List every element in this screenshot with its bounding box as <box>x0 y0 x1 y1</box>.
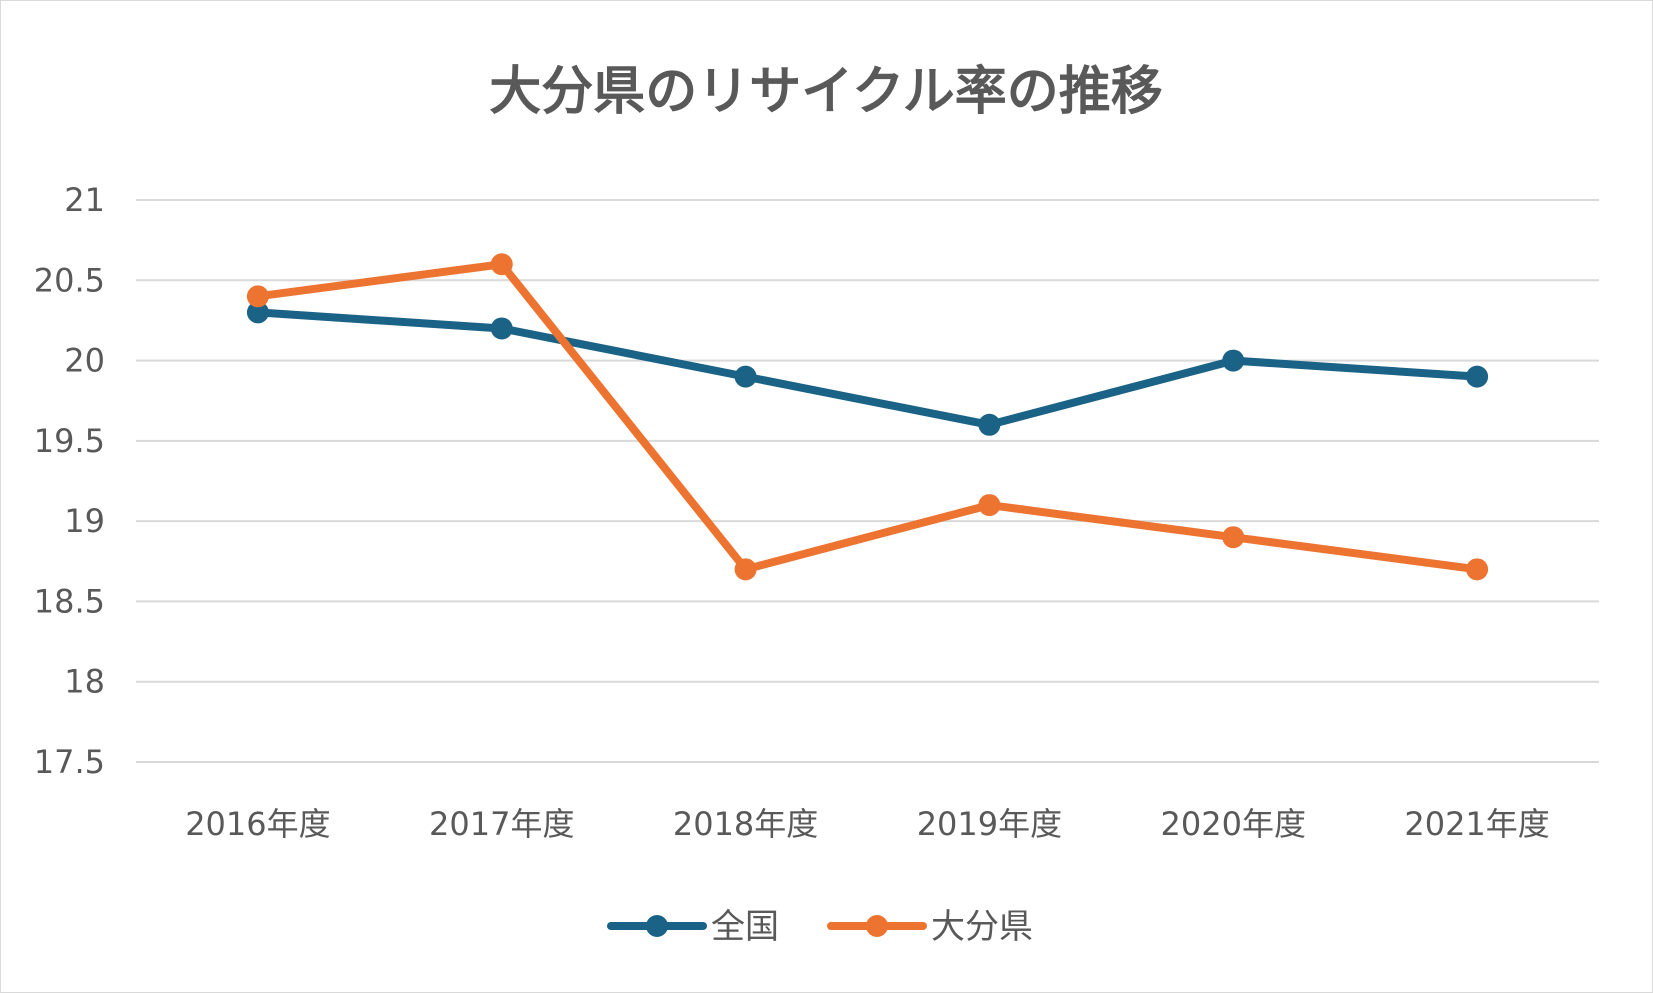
y-tick-label: 17.5 <box>34 743 105 781</box>
chart-title: 大分県のリサイクル率の推移 <box>489 62 1162 122</box>
x-tick-label: 2019年度 <box>917 805 1062 843</box>
x-tick-label: 2018年度 <box>673 805 818 843</box>
x-axis-ticks: 2016年度 2017年度 2018年度 2019年度 2020年度 2021年度 <box>185 805 1550 843</box>
data-point <box>734 558 757 581</box>
y-tick-label: 18.5 <box>34 582 105 620</box>
y-tick-label: 21 <box>64 181 105 219</box>
data-point <box>246 285 269 308</box>
data-point <box>490 253 513 276</box>
data-point <box>978 413 1001 436</box>
x-tick-label: 2017年度 <box>429 805 574 843</box>
legend-label: 全国 <box>711 907 779 947</box>
series-line <box>253 260 1482 574</box>
x-tick-label: 2021年度 <box>1404 805 1549 843</box>
y-tick-label: 18 <box>64 663 105 701</box>
x-tick-label: 2016年度 <box>185 805 330 843</box>
legend: 全国 大分県 <box>607 907 1033 947</box>
series-2 <box>246 253 1489 581</box>
data-point <box>1466 365 1489 388</box>
legend-item: 大分県 <box>827 907 1033 947</box>
legend-marker-icon <box>646 915 668 937</box>
legend-marker-icon <box>866 915 888 937</box>
y-tick-label: 19.5 <box>34 422 105 460</box>
data-point <box>1222 526 1245 549</box>
y-axis-ticks: 17.5 18 18.5 19 19.5 20 20.5 21 <box>34 181 105 781</box>
x-tick-label: 2020年度 <box>1161 805 1306 843</box>
y-tick-label: 19 <box>64 502 105 540</box>
series-layer <box>246 253 1489 581</box>
series-line <box>253 308 1482 429</box>
data-point <box>490 317 513 340</box>
series-1 <box>246 301 1489 436</box>
y-tick-label: 20.5 <box>34 261 105 299</box>
data-point <box>1222 349 1245 372</box>
data-point <box>246 301 269 324</box>
data-point <box>978 494 1001 517</box>
data-point <box>1466 558 1489 581</box>
y-tick-label: 20 <box>64 342 105 380</box>
legend-label: 大分県 <box>931 907 1033 947</box>
legend-item: 全国 <box>607 907 779 947</box>
data-point <box>734 365 757 388</box>
